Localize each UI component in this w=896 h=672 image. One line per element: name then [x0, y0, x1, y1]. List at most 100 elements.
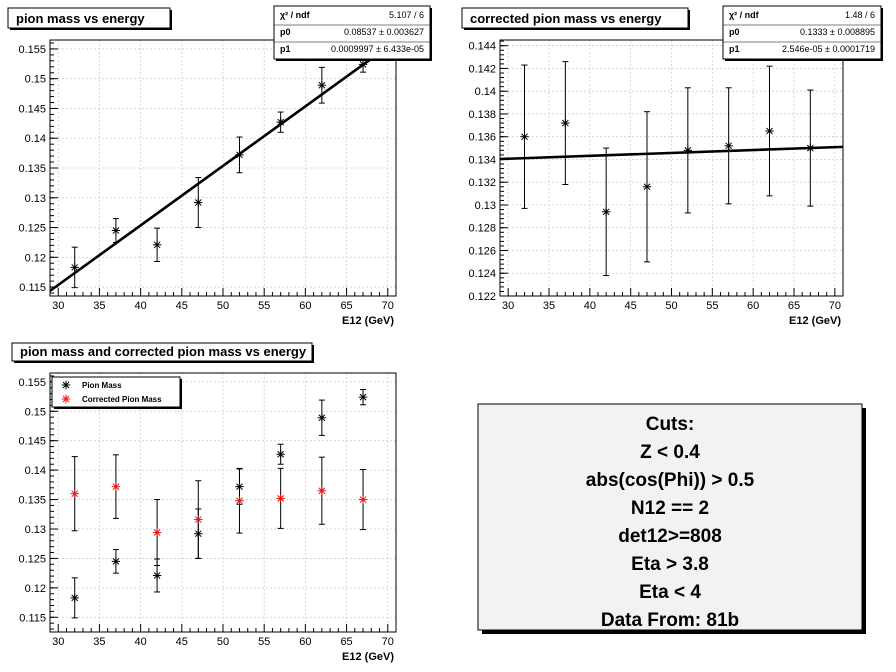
panel-corrected-pion-mass: 30 35 40 45 50 55 60 65 70 0.122 0.124 0.126 0.128 0.…	[461, 5, 883, 327]
x-tick-label: 40	[134, 300, 146, 312]
x-tick-label: 30	[502, 300, 514, 312]
y-tick-label: 0.14	[25, 465, 46, 477]
legend-marker	[61, 394, 71, 404]
data-point	[358, 60, 368, 69]
x-tick-label: 60	[299, 636, 311, 648]
y-tick-label: 0.122	[468, 291, 496, 303]
x-axis-label: E12 (GeV)	[342, 651, 394, 663]
y-tick-label: 0.125	[18, 223, 46, 235]
title-box	[11, 342, 313, 362]
stats-label: χ² / ndf	[280, 10, 311, 20]
y-tick-label: 0.145	[18, 436, 46, 448]
x-tick-label: 70	[829, 300, 841, 312]
cut-line: Eta > 3.8	[631, 554, 709, 575]
x-tick-label: 55	[258, 300, 270, 312]
panel-combined: 30 35 40 45 50 55 60 65 70 0.115 0.12 0.125 0.13 0.13…	[11, 342, 397, 663]
data-point	[724, 141, 733, 151]
data-point	[152, 528, 162, 537]
stats-value: 5.107 / 6	[389, 10, 424, 20]
data-point	[111, 557, 121, 566]
y-tick-label: 0.12	[25, 583, 46, 595]
y-tick-label: 0.14	[475, 86, 496, 98]
data-point	[70, 593, 79, 603]
data-point	[235, 150, 244, 160]
cut-line: Z < 0.4	[640, 442, 700, 463]
stats-value: 2.546e-05 ± 0.0001719	[782, 44, 875, 54]
y-tick-label: 0.144	[468, 41, 496, 53]
legend-label: Pion Mass	[82, 381, 122, 390]
y-tick-label: 0.132	[468, 177, 496, 189]
x-tick-label: 40	[584, 300, 596, 312]
y-tick-label: 0.115	[19, 612, 46, 624]
data-point	[806, 143, 815, 153]
x-tick-label: 50	[217, 300, 229, 312]
stats-label: χ² / ndf	[729, 10, 760, 20]
data-point	[70, 489, 79, 498]
cut-line: Data From: 81b	[601, 610, 739, 631]
x-tick-label: 30	[52, 636, 64, 648]
data-point	[601, 207, 611, 217]
y-tick-label: 0.13	[25, 524, 46, 536]
stats-value: 0.08537 ± 0.003627	[344, 27, 424, 37]
stats-value: 1.48 / 6	[845, 10, 875, 20]
stats-box	[722, 5, 882, 60]
y-tick-label: 0.155	[18, 44, 46, 56]
x-tick-label: 50	[217, 636, 229, 648]
data-point	[152, 240, 162, 249]
y-tick-label: 0.128	[468, 223, 496, 235]
data-point	[111, 226, 121, 235]
y-tick-label: 0.135	[18, 495, 46, 507]
x-tick-label: 70	[382, 636, 394, 648]
stats-label: p1	[280, 44, 291, 54]
legend-marker	[61, 380, 71, 390]
data-point	[276, 117, 285, 127]
chart-title: corrected pion mass vs energy	[470, 11, 662, 26]
y-tick-label: 0.15	[25, 74, 46, 86]
x-tick-label: 55	[258, 636, 270, 648]
cut-line: Cuts:	[646, 414, 695, 435]
data-point	[317, 413, 327, 422]
chart-title: pion mass vs energy	[16, 11, 145, 26]
x-tick-label: 65	[788, 300, 800, 312]
title-box	[461, 7, 689, 29]
x-tick-label: 40	[134, 636, 146, 648]
x-tick-label: 45	[625, 300, 637, 312]
y-tick-label: 0.115	[19, 282, 46, 294]
data-point	[520, 132, 529, 141]
y-tick-label: 0.138	[468, 109, 496, 121]
y-tick-label: 0.155	[18, 377, 46, 389]
data-point	[235, 496, 244, 505]
y-tick-label: 0.145	[18, 103, 46, 115]
x-tick-label: 65	[340, 636, 352, 648]
y-tick-label: 0.136	[468, 132, 496, 144]
y-tick-label: 0.134	[468, 154, 496, 166]
stats-label: p0	[280, 27, 291, 37]
title-box	[7, 7, 171, 29]
cut-line: abs(cos(Phi)) > 0.5	[586, 470, 755, 491]
data-point	[358, 392, 368, 402]
x-axis-label: E12 (GeV)	[789, 315, 841, 327]
stats-value: 0.0009997 ± 6.433e-05	[331, 44, 424, 54]
data-point	[317, 486, 327, 495]
x-tick-label: 50	[665, 300, 677, 312]
y-tick-label: 0.135	[18, 163, 46, 175]
data-point	[642, 182, 652, 191]
legend-label: Corrected Pion Mass	[82, 395, 162, 404]
x-tick-label: 45	[176, 300, 188, 312]
x-tick-label: 70	[382, 300, 394, 312]
x-tick-label: 35	[93, 636, 105, 648]
stats-value: 0.1333 ± 0.008895	[800, 27, 875, 37]
stats-box	[273, 5, 431, 60]
chart-title: pion mass and corrected pion mass vs ene…	[20, 344, 307, 359]
cut-line: N12 == 2	[631, 498, 709, 519]
x-tick-label: 35	[93, 300, 105, 312]
data-point	[152, 571, 162, 580]
y-tick-label: 0.13	[475, 200, 496, 212]
panel-pion-mass: 30 35 40 45 50 55 60 65 70 0.115 0.12 0.125 0.13 0.13…	[7, 5, 432, 327]
fit-line	[499, 145, 844, 161]
cut-line: Eta < 4	[639, 582, 701, 603]
x-tick-label: 60	[299, 300, 311, 312]
data-point	[765, 126, 774, 136]
cuts-box: Cuts: Z < 0.4 abs(cos(Phi)) > 0.5 N12 == 2 d…	[477, 403, 866, 634]
